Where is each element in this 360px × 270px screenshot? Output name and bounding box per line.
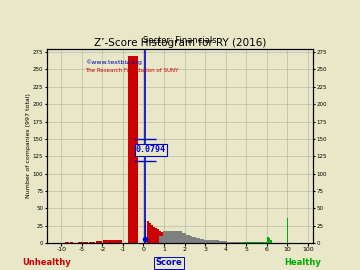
- Bar: [237, 242, 256, 243]
- Bar: [210, 242, 229, 243]
- Bar: [78, 242, 82, 243]
- Bar: [159, 236, 177, 243]
- Bar: [247, 242, 266, 243]
- Bar: [157, 235, 176, 243]
- Bar: [151, 225, 153, 243]
- Bar: [96, 241, 102, 243]
- Bar: [204, 241, 223, 243]
- Bar: [208, 241, 227, 243]
- Bar: [267, 237, 269, 243]
- Bar: [206, 241, 225, 243]
- Bar: [192, 239, 211, 243]
- Bar: [229, 242, 248, 243]
- Bar: [147, 221, 149, 243]
- Text: The Research Foundation of SUNY: The Research Foundation of SUNY: [85, 68, 179, 73]
- Bar: [222, 242, 242, 243]
- Text: Score: Score: [156, 258, 183, 267]
- Text: Unhealthy: Unhealthy: [22, 258, 71, 267]
- Bar: [153, 227, 155, 243]
- Bar: [177, 237, 196, 243]
- Bar: [243, 242, 262, 243]
- Bar: [161, 237, 180, 243]
- Bar: [269, 238, 270, 243]
- Bar: [253, 242, 272, 243]
- Bar: [220, 242, 239, 243]
- Bar: [194, 240, 213, 243]
- Bar: [216, 242, 235, 243]
- Bar: [190, 239, 208, 243]
- Bar: [212, 242, 231, 243]
- Bar: [145, 219, 147, 243]
- Bar: [219, 242, 237, 243]
- Bar: [154, 233, 174, 243]
- Bar: [188, 239, 206, 243]
- Text: Healthy: Healthy: [284, 258, 321, 267]
- Bar: [169, 235, 188, 243]
- Bar: [233, 242, 252, 243]
- Bar: [149, 223, 150, 243]
- Title: Z’-Score Histogram for RY (2016): Z’-Score Histogram for RY (2016): [94, 38, 266, 48]
- Text: ©www.textbiz.org: ©www.textbiz.org: [85, 59, 142, 65]
- Bar: [171, 235, 190, 243]
- Bar: [200, 240, 219, 243]
- Bar: [214, 242, 233, 243]
- Bar: [161, 232, 163, 243]
- Bar: [183, 239, 202, 243]
- Bar: [103, 240, 122, 243]
- Bar: [163, 231, 182, 243]
- Bar: [175, 237, 194, 243]
- Bar: [202, 241, 221, 243]
- Bar: [157, 229, 159, 243]
- Text: Sector: Financials: Sector: Financials: [143, 36, 217, 45]
- Bar: [185, 239, 204, 243]
- Bar: [89, 242, 95, 243]
- Bar: [270, 239, 272, 243]
- Bar: [155, 228, 157, 243]
- Bar: [225, 242, 243, 243]
- Bar: [226, 242, 246, 243]
- Bar: [165, 232, 184, 243]
- Bar: [196, 240, 215, 243]
- Bar: [167, 233, 186, 243]
- Bar: [82, 242, 88, 243]
- Bar: [173, 236, 192, 243]
- Bar: [159, 231, 161, 243]
- Bar: [198, 240, 217, 243]
- Bar: [231, 242, 249, 243]
- Bar: [235, 242, 254, 243]
- Bar: [69, 242, 73, 243]
- Bar: [129, 56, 138, 243]
- Bar: [181, 238, 200, 243]
- Bar: [66, 242, 69, 243]
- Text: 0.0794: 0.0794: [136, 146, 166, 154]
- Bar: [179, 238, 198, 243]
- Y-axis label: Number of companies (997 total): Number of companies (997 total): [26, 93, 31, 198]
